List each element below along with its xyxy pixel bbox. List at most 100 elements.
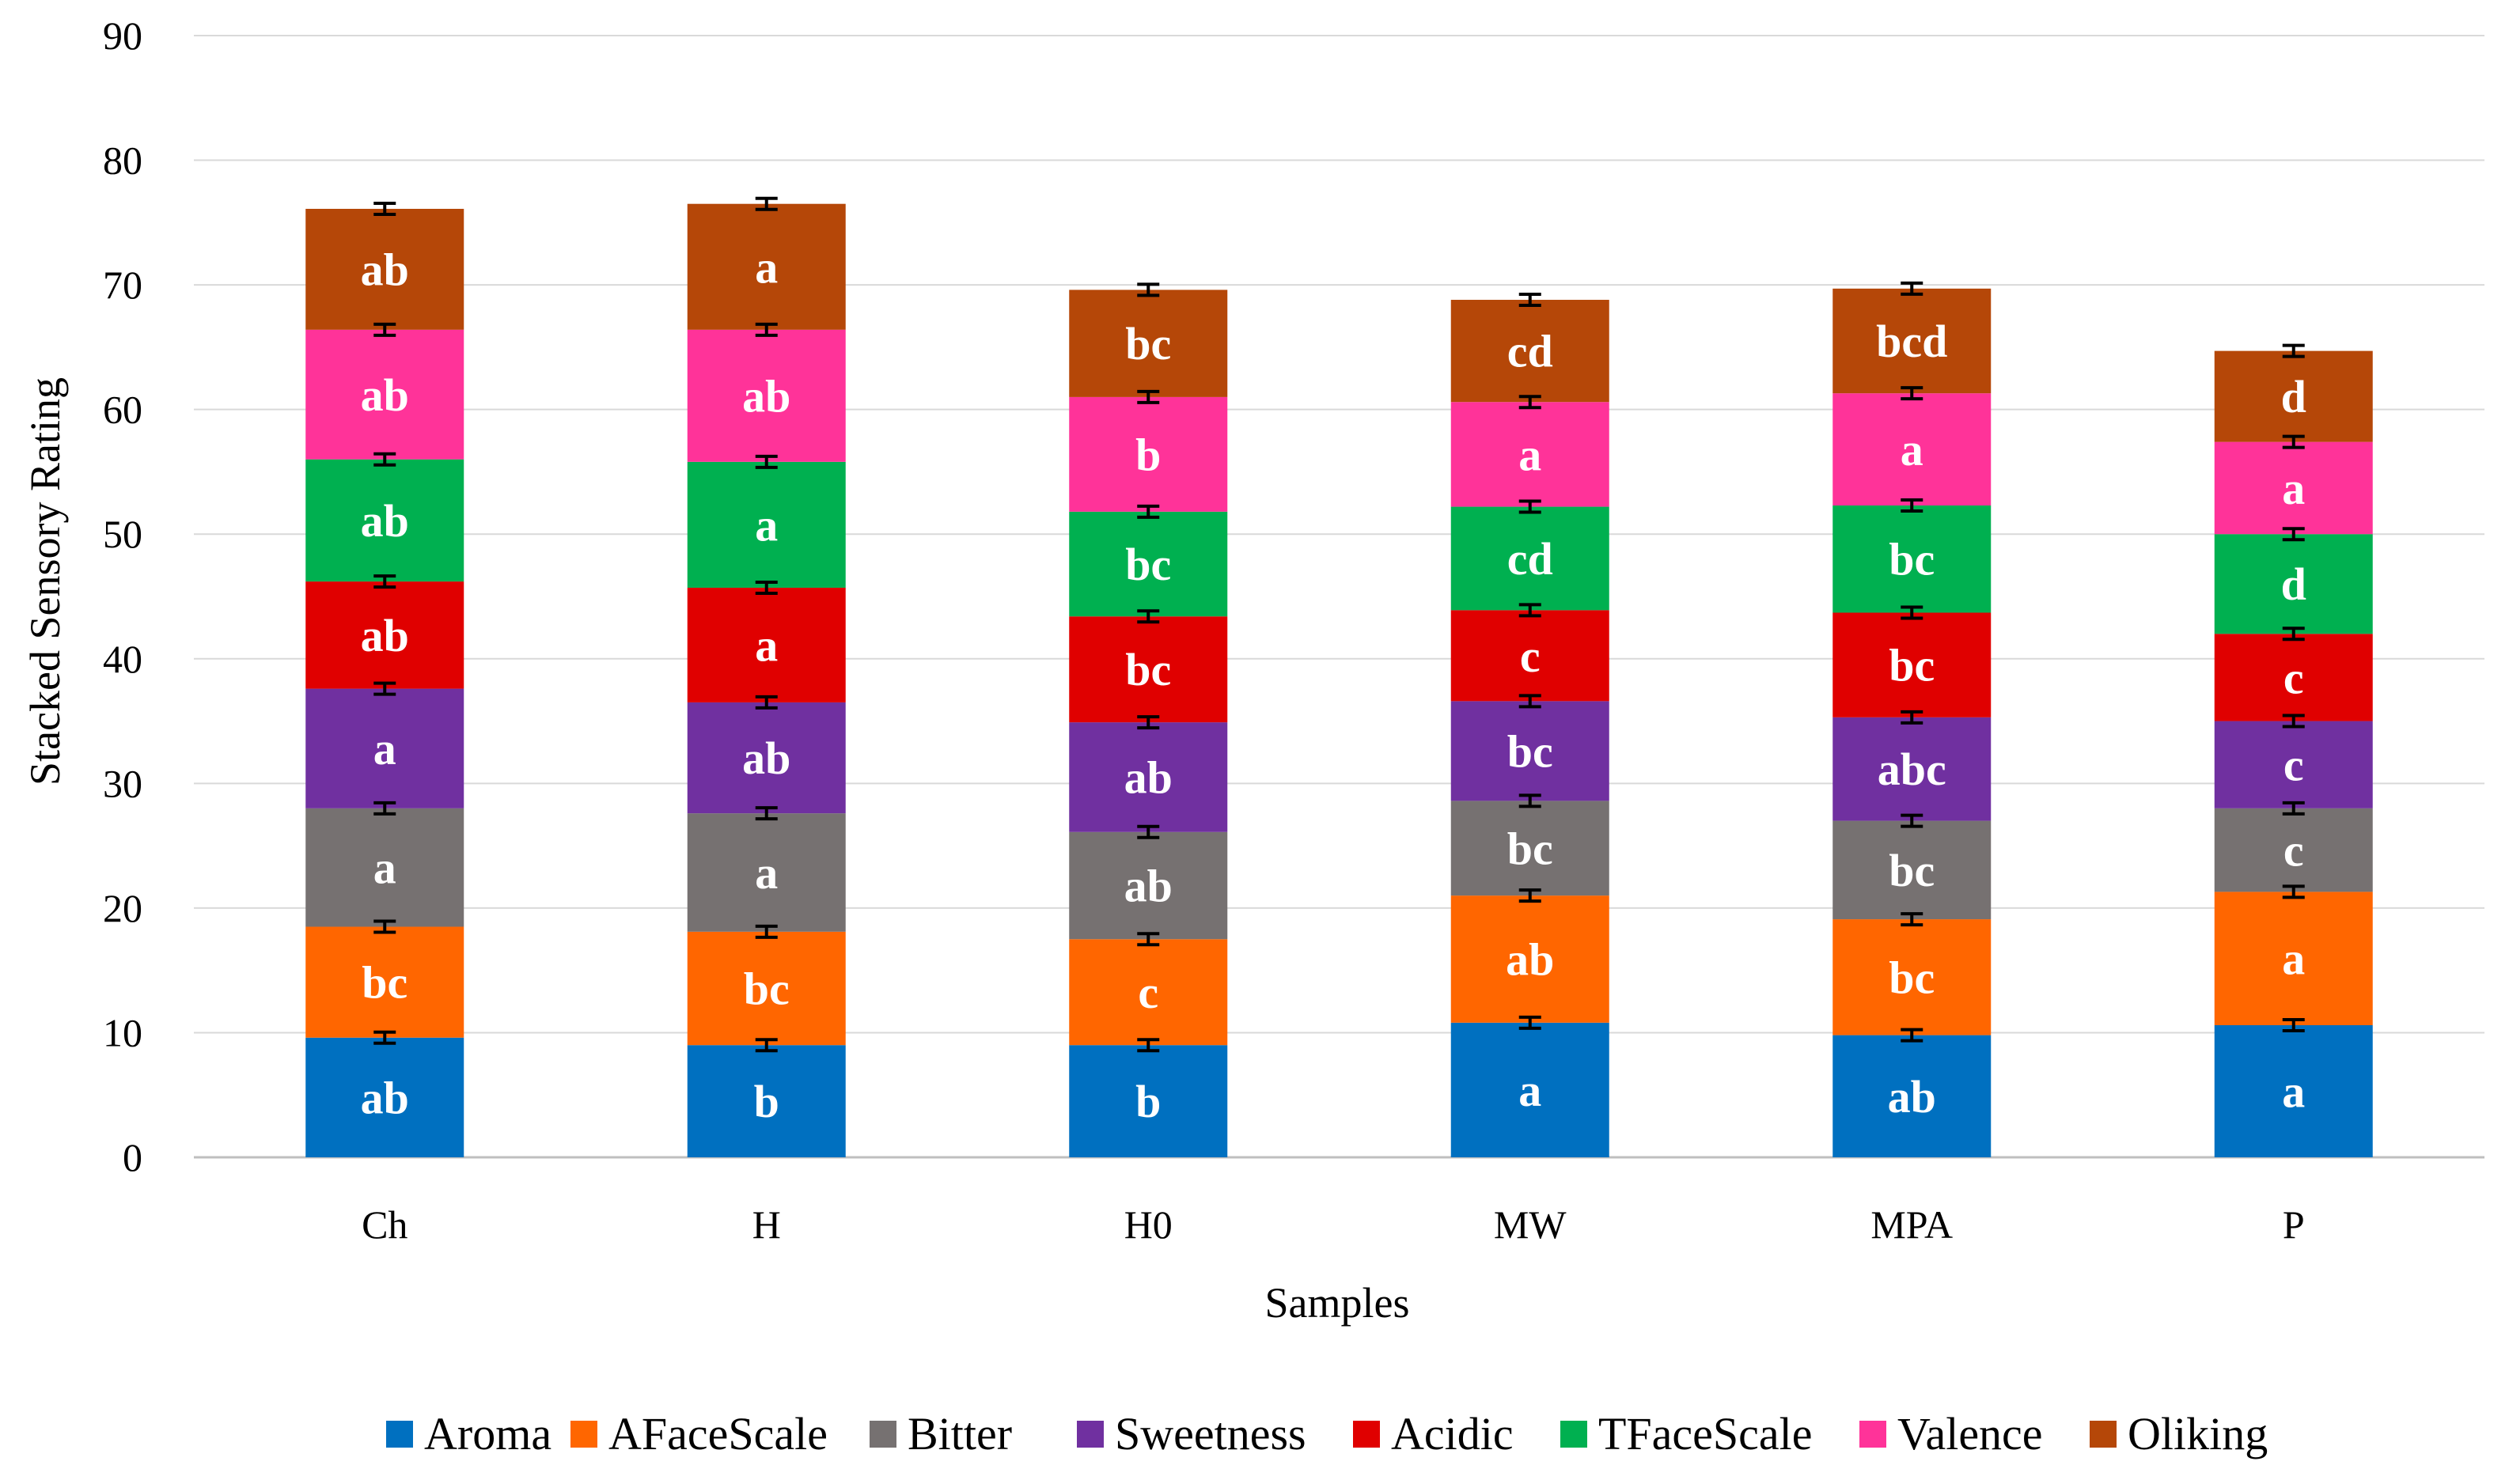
bar-Ch-AFaceScale: [305, 926, 464, 1038]
data-label-Ch-Acidic: ab: [361, 610, 409, 661]
bar-MPA-Oliking: [1832, 288, 1992, 394]
legend-swatch-AFaceScale: [570, 1421, 597, 1448]
data-label-H-TFaceScale: a: [755, 499, 778, 551]
y-tick-label: 40: [103, 637, 142, 681]
bar-MW-Oliking: [1450, 300, 1609, 403]
legend-swatch-Bitter: [870, 1421, 896, 1448]
data-label-H0-Sweetness: ab: [1124, 751, 1173, 803]
bar-H0-Bitter: [1069, 831, 1228, 940]
data-label-H0-TFaceScale: bc: [1125, 539, 1171, 590]
data-label-H0-Bitter: ab: [1124, 861, 1173, 912]
x-axis-ticks: Ch H H0 MW MPA P: [362, 1202, 2305, 1247]
legend-label-TFaceScale: TFaceScale: [1598, 1408, 1813, 1459]
bar-MW-AFaceScale: [1450, 895, 1609, 1023]
data-label-P-Valence: a: [2282, 463, 2305, 514]
legend-swatch-Acidic: [1353, 1421, 1380, 1448]
data-label-P-Aroma: a: [2282, 1066, 2305, 1117]
data-label-H0-Valence: b: [1135, 429, 1161, 480]
x-tick-label-P: P: [2283, 1202, 2305, 1247]
bar-H-AFaceScale: [687, 931, 846, 1046]
legend-label-Valence: Valence: [1897, 1408, 2043, 1459]
data-label-H-Valence: ab: [742, 370, 790, 422]
data-label-P-Acidic: c: [2283, 652, 2304, 703]
data-label-H0-Oliking: bc: [1125, 318, 1171, 369]
bars: [305, 203, 2373, 1157]
data-label-Ch-Sweetness: a: [373, 723, 396, 774]
bar-H0-TFaceScale: [1069, 511, 1228, 617]
y-tick-label: 0: [123, 1135, 142, 1179]
bar-H0-AFaceScale: [1069, 939, 1228, 1046]
legend: Aroma AFaceScale Bitter Sweetness Acidic TFac…: [386, 1408, 2268, 1459]
y-tick-label: 10: [103, 1010, 142, 1054]
data-label-MPA-Bitter: bc: [1889, 845, 1935, 896]
bar-MPA-Acidic: [1832, 612, 1992, 717]
y-tick-label: 90: [103, 13, 142, 58]
y-axis-title: Stacked Sensory Rating: [21, 377, 69, 786]
bar-MPA-Sweetness: [1832, 717, 1992, 821]
y-tick-label: 60: [103, 388, 142, 432]
bar-P-TFaceScale: [2214, 534, 2373, 634]
bar-Ch-Valence: [305, 329, 464, 460]
bar-MW-Aroma: [1450, 1022, 1609, 1157]
data-label-MPA-Acidic: bc: [1889, 640, 1935, 691]
data-label-H-Oliking: a: [755, 241, 778, 293]
bar-P-Oliking: [2214, 350, 2373, 442]
bar-H-Aroma: [687, 1045, 846, 1157]
legend-label-Oliking: Oliking: [2128, 1408, 2268, 1459]
bar-H-TFaceScale: [687, 461, 846, 588]
bar-Ch-Aroma: [305, 1037, 464, 1157]
data-label-MW-TFaceScale: cd: [1507, 533, 1553, 585]
data-label-H-Acidic: a: [755, 619, 778, 671]
bar-H0-Sweetness: [1069, 722, 1228, 832]
bar-H0-Oliking: [1069, 290, 1228, 397]
data-label-H-Sweetness: ab: [742, 733, 790, 784]
legend-label-Bitter: Bitter: [908, 1408, 1012, 1459]
y-tick-label: 30: [103, 761, 142, 805]
data-label-MW-Valence: a: [1518, 429, 1541, 480]
data-label-Ch-Valence: ab: [361, 369, 409, 421]
data-label-P-TFaceScale: d: [2281, 558, 2306, 610]
data-label-MPA-Valence: a: [1901, 424, 1923, 475]
x-tick-label-MPA: MPA: [1870, 1202, 1953, 1247]
y-tick-label: 20: [103, 886, 142, 930]
data-label-MW-Bitter: bc: [1507, 823, 1553, 874]
data-label-MW-Oliking: cd: [1507, 326, 1553, 377]
legend-swatch-Valence: [1859, 1421, 1886, 1448]
legend-label-Acidic: Acidic: [1391, 1408, 1514, 1459]
data-label-P-Sweetness: c: [2283, 740, 2304, 791]
bar-P-Aroma: [2214, 1024, 2373, 1157]
data-label-H0-AFaceScale: c: [1138, 967, 1158, 1018]
data-label-H-AFaceScale: bc: [744, 963, 790, 1015]
bar-Ch-Acidic: [305, 581, 464, 689]
data-label-Ch-Oliking: ab: [361, 244, 409, 295]
bar-H-Valence: [687, 329, 846, 462]
x-axis-title: Samples: [1265, 1279, 1410, 1327]
legend-label-AFaceScale: AFaceScale: [608, 1408, 828, 1459]
legend-label-Aroma: Aroma: [424, 1408, 551, 1459]
bar-MPA-Valence: [1832, 393, 1992, 505]
bar-H-Acidic: [687, 587, 846, 702]
x-tick-label-H: H: [752, 1202, 781, 1247]
bar-MW-Acidic: [1450, 610, 1609, 702]
data-label-MPA-Sweetness: abc: [1878, 744, 1946, 795]
data-label-H-Bitter: a: [755, 847, 778, 899]
data-label-P-AFaceScale: a: [2282, 933, 2305, 985]
bar-P-Bitter: [2214, 808, 2373, 892]
y-tick-label: 50: [103, 512, 142, 556]
bar-P-AFaceScale: [2214, 892, 2373, 1025]
bar-MPA-Aroma: [1832, 1035, 1992, 1157]
bar-H0-Aroma: [1069, 1045, 1228, 1157]
error-bars: [373, 196, 2305, 1053]
bar-Ch-Sweetness: [305, 688, 464, 808]
bar-Ch-Bitter: [305, 808, 464, 927]
bar-MPA-AFaceScale: [1832, 919, 1992, 1035]
bar-MW-TFaceScale: [1450, 506, 1609, 611]
data-label-Ch-Aroma: ab: [361, 1072, 409, 1123]
bar-MW-Bitter: [1450, 801, 1609, 896]
x-tick-label-MW: MW: [1494, 1202, 1567, 1247]
legend-swatch-TFaceScale: [1560, 1421, 1587, 1448]
bar-P-Acidic: [2214, 634, 2373, 721]
data-label-MW-Sweetness: bc: [1507, 725, 1553, 777]
data-label-Ch-Bitter: a: [373, 842, 396, 894]
bar-P-Sweetness: [2214, 721, 2373, 808]
